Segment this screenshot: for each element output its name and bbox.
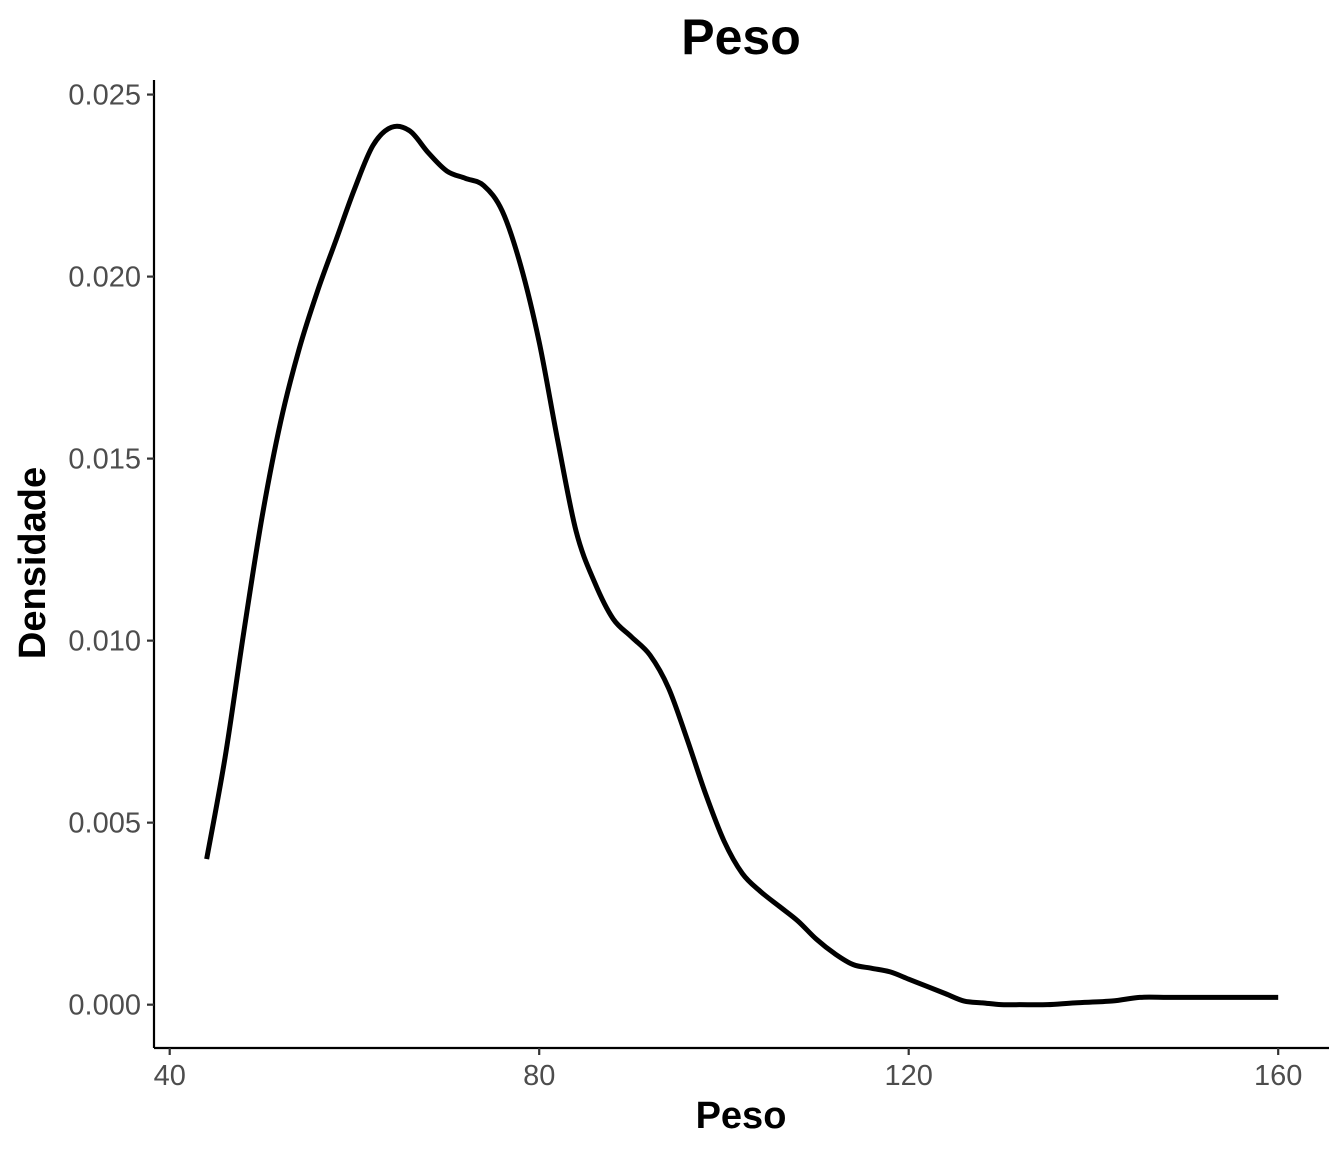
chart-title: Peso xyxy=(681,9,801,65)
x-axis-label: Peso xyxy=(696,1095,787,1137)
density-line xyxy=(204,123,1279,1008)
y-axis-label: Densidade xyxy=(12,467,54,659)
x-tick-label: 80 xyxy=(523,1060,555,1092)
y-tick-label: 0.015 xyxy=(68,444,141,476)
y-tick-label: 0.010 xyxy=(68,626,141,658)
y-tick-label: 0.025 xyxy=(68,80,141,112)
x-tick-label: 120 xyxy=(885,1060,933,1092)
x-tick-label: 40 xyxy=(154,1060,186,1092)
y-tick-label: 0.005 xyxy=(68,808,141,840)
x-ticks: 40 80 120 160 xyxy=(154,1048,1302,1092)
y-tick-label: 0.020 xyxy=(68,262,141,294)
x-tick-label: 160 xyxy=(1254,1060,1302,1092)
y-tick-label: 0.000 xyxy=(68,990,141,1022)
plot-area: 0.000 0.005 0.010 0.015 0.020 0.025 40 80 120 16… xyxy=(68,80,1329,1092)
y-ticks: 0.000 0.005 0.010 0.015 0.020 0.025 xyxy=(68,80,154,1022)
